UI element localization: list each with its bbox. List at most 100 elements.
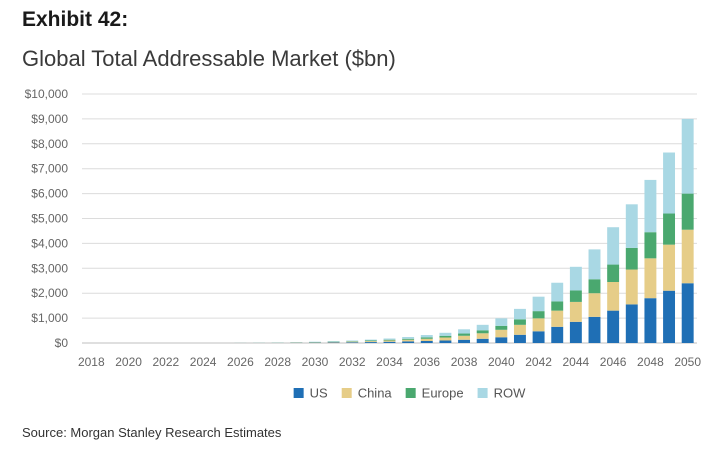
bar-segment (644, 232, 657, 259)
bar-segment (383, 340, 396, 342)
y-tick-label: $1,000 (31, 311, 68, 325)
x-tick-label: 2026 (227, 355, 254, 369)
x-tick-label: 2024 (190, 355, 217, 369)
bar-segment (625, 247, 638, 270)
x-tick-label: 2036 (413, 355, 440, 369)
bar-segment (663, 213, 676, 245)
bar-segment (513, 334, 526, 343)
bar-segment (551, 301, 564, 311)
bar-segment (383, 338, 396, 340)
x-tick-label: 2046 (600, 355, 627, 369)
x-tick-label: 2022 (153, 355, 180, 369)
x-tick-label: 2048 (637, 355, 664, 369)
y-tick-label: $4,000 (31, 236, 68, 250)
bar-segment (625, 304, 638, 343)
x-tick-label: 2030 (302, 355, 329, 369)
bar-segment (364, 341, 377, 343)
bar-segment (681, 193, 694, 230)
bar-segment (607, 264, 620, 282)
bar-segment (588, 279, 601, 294)
bar-segment (588, 293, 601, 317)
stacked-bar-chart: $0 $1,000 $2,000 $3,000 $4,000 $5,000 $6,000 $7… (25, 87, 702, 401)
bar-segment (588, 316, 601, 343)
legend-label: Europe (422, 386, 464, 401)
bar-segment (402, 338, 415, 340)
bar-segment (458, 335, 471, 340)
bar-segment (681, 283, 694, 343)
legend: US China Europe ROW (293, 386, 527, 401)
bar-segment (625, 269, 638, 305)
bar-segment (607, 227, 620, 265)
bar-segment (495, 337, 508, 343)
bar-segment (569, 290, 582, 302)
bar-segment (439, 340, 452, 343)
x-tick-label: 2044 (563, 355, 590, 369)
bar-segment (383, 341, 396, 343)
bar-segment (476, 330, 489, 334)
bar-segment (663, 152, 676, 214)
bar-segment (383, 339, 396, 341)
bar-segment (495, 318, 508, 326)
y-tick-label: $5,000 (31, 212, 68, 226)
bar-segment (420, 335, 433, 338)
bar-segment (532, 318, 545, 332)
x-tick-label: 2028 (264, 355, 291, 369)
bar-segment (532, 311, 545, 319)
y-tick-label: $3,000 (31, 261, 68, 275)
exhibit-label: Exhibit 42: (22, 8, 129, 31)
legend-swatch (293, 388, 304, 398)
y-tick-label: $10,000 (25, 87, 69, 101)
bar-segment (364, 340, 377, 342)
bar-segment (532, 331, 545, 343)
bar-segment (346, 340, 359, 342)
bar-segment (663, 290, 676, 343)
x-tick-label: 2038 (451, 355, 478, 369)
x-tick-label: 2032 (339, 355, 366, 369)
bar-segment (439, 337, 452, 341)
legend-label: US (310, 386, 328, 401)
bar-segment (402, 337, 415, 339)
bar-segment (607, 310, 620, 343)
x-tick-label: 2020 (115, 355, 142, 369)
bar-segment (476, 338, 489, 343)
y-axis-ticks: $0 $1,000 $2,000 $3,000 $4,000 $5,000 $6,000 $7… (25, 87, 69, 350)
x-tick-label: 2040 (488, 355, 515, 369)
bar-segment (644, 179, 657, 233)
bars (234, 118, 694, 343)
bar-segment (588, 249, 601, 280)
bar-segment (569, 321, 582, 343)
gridlines (82, 93, 697, 344)
bar-segment (458, 339, 471, 343)
bar-segment (420, 338, 433, 342)
legend-label: China (358, 386, 393, 401)
x-tick-label: 2018 (78, 355, 105, 369)
bar-segment (476, 333, 489, 339)
bar-segment (625, 204, 638, 248)
bar-segment (551, 326, 564, 343)
bar-segment (402, 341, 415, 343)
bar-segment (607, 281, 620, 311)
chart-title: Global Total Addressable Market ($bn) (22, 46, 396, 71)
y-tick-label: $9,000 (31, 112, 68, 126)
bar-segment (532, 296, 545, 312)
x-tick-label: 2050 (674, 355, 701, 369)
bar-segment (364, 339, 377, 341)
legend-swatch (341, 388, 352, 398)
bar-segment (476, 324, 489, 331)
bar-segment (439, 335, 452, 338)
bar-segment (346, 341, 359, 343)
bar-segment (495, 325, 508, 330)
bar-segment (402, 339, 415, 342)
bar-segment (644, 258, 657, 299)
bar-segment (458, 333, 471, 336)
bar-segment (681, 118, 694, 194)
bar-segment (364, 342, 377, 343)
x-axis-ticks: 2018 2020 2022 2024 2026 2028 2030 2032 2034 2036… (78, 355, 701, 369)
bar-segment (420, 337, 433, 339)
legend-swatch (405, 388, 416, 398)
legend-label: ROW (494, 386, 527, 401)
bar-segment (513, 319, 526, 325)
bar-segment (420, 341, 433, 343)
source-note: Source: Morgan Stanley Research Estimate… (22, 425, 282, 440)
bar-segment (681, 229, 694, 284)
